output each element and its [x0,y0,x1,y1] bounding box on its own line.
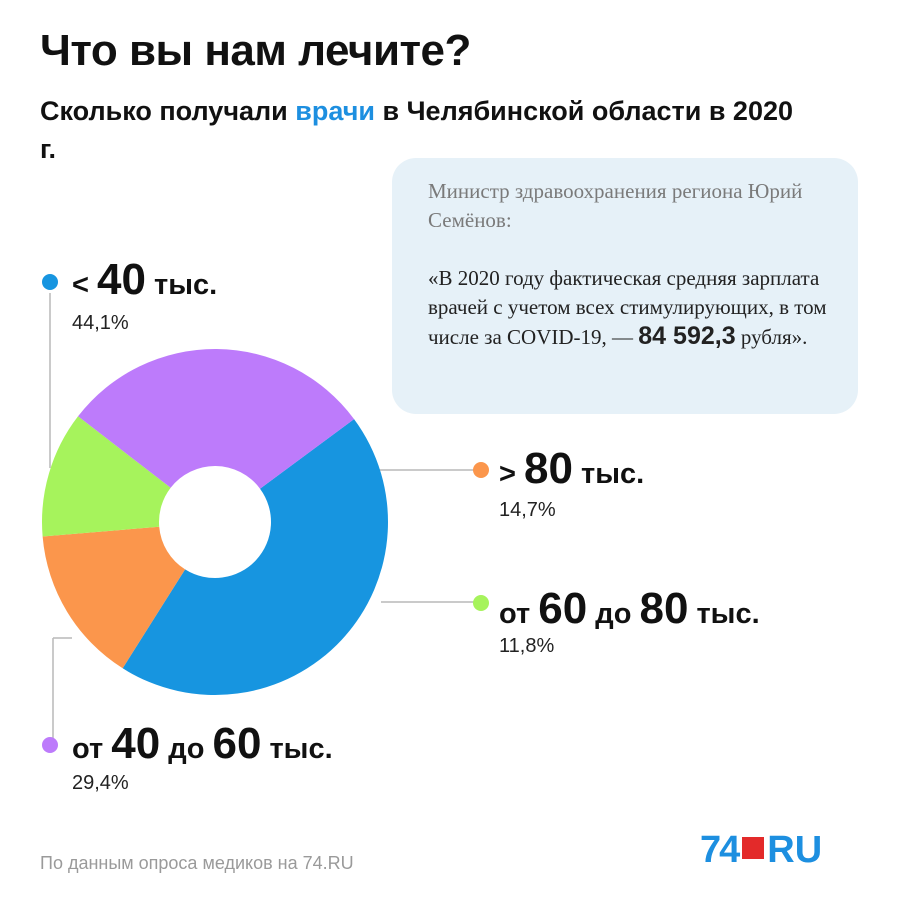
quote-author: Министр здравоохранения региона Юрий Сем… [428,179,803,232]
label-part: < [72,269,89,301]
label-part: 80 [639,584,689,633]
label-part: 40 [97,255,146,304]
slice-value-60-to-80: 11,8% [499,635,555,657]
slice-value-40-to-60: 29,4% [72,772,129,794]
quote-text: «В 2020 году фактическая средняя зарплат… [428,264,836,352]
legend-dot-over-80 [473,462,489,478]
logo-square-icon [742,837,765,859]
slice-label-40-to-60: от 40 до 60 тыс. [72,722,333,766]
label-part: тыс. [581,458,645,490]
quote-text-end: рубля». [735,325,808,349]
quote-text-start: «В 2020 году фактическая средняя зарплат… [428,266,827,349]
source-note: По данным опроса медиков на 74.RU [40,853,354,873]
subtitle-text-end: в Челябинской области в 2020 г. [40,96,793,164]
chart-title: Что вы нам лечите? [40,26,471,75]
slice-label-under-40: < 40 тыс. [72,258,217,302]
donut-slice-under-40 [122,419,388,695]
label-part: тыс. [154,269,218,301]
label-part: от [499,598,531,630]
logo-suffix: RU [767,829,823,871]
label-part: 40 [111,719,161,768]
legend-dots [42,274,489,753]
donut-slice-40-to-60 [78,349,355,489]
label-part: > [499,458,516,490]
label-part: тыс. [269,733,333,765]
legend-dot-60-to-80 [473,595,489,611]
slice-value-over-80: 14,7% [499,499,556,521]
slice-value-under-40: 44,1% [72,312,129,334]
label-part: до [168,733,205,765]
label-part: тыс. [696,598,760,630]
label-part: от [72,733,104,765]
quote-salary-value: 84 592,3 [638,322,736,350]
donut-slices [42,349,388,695]
donut-slice-60-to-80 [42,416,171,537]
site-logo: 74 RU [700,830,822,870]
label-part: 80 [524,444,573,493]
label-part: 60 [538,584,588,633]
donut-slice-over-80 [42,526,186,669]
leader-lines [49,293,478,742]
logo-number: 74 [700,829,740,871]
quote-box: Министр здравоохранения региона Юрий Сем… [392,158,858,414]
label-part: до [595,598,632,630]
chart-subtitle: Сколько получали врачи в Челябинской обл… [40,92,800,168]
subtitle-text-start: Сколько получали [40,96,296,126]
label-part: 60 [212,719,262,768]
legend-dot-40-to-60 [42,737,58,753]
slice-label-over-80: > 80 тыс. [499,447,644,491]
slice-label-60-to-80: от 60 до 80 тыс. [499,587,760,631]
subtitle-accent: врачи [295,96,375,126]
legend-dot-under-40 [42,274,58,290]
